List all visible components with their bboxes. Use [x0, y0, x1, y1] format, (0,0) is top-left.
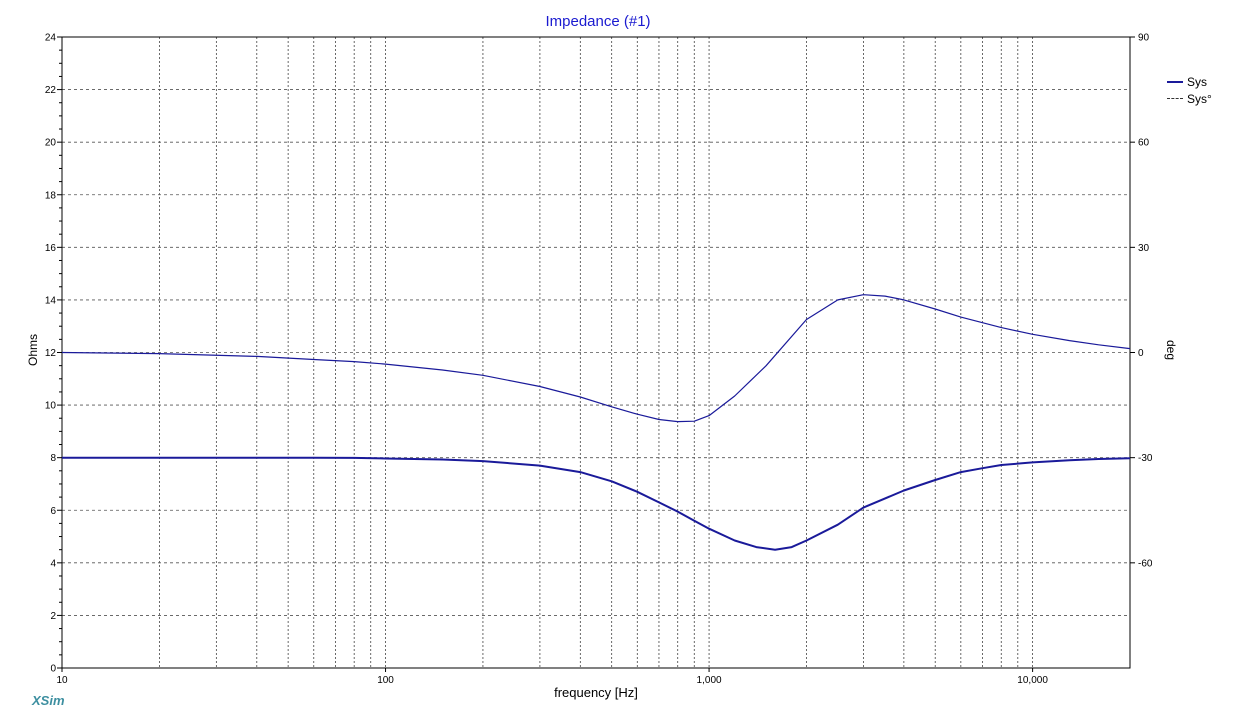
chart-title: Impedance (#1)	[545, 13, 651, 30]
y-tick-label: 4	[50, 558, 56, 569]
legend-item-sys-phase: Sys°	[1167, 90, 1212, 107]
plot-series	[61, 294, 1131, 551]
y-tick-label: 10	[45, 401, 57, 412]
y-tick-label: 8	[50, 453, 56, 464]
y-tick-label: 0	[50, 664, 56, 675]
y2-tick-label: 0	[1138, 348, 1144, 359]
y2-axis-label: deg	[1164, 339, 1178, 361]
legend-swatch-solid	[1167, 80, 1183, 83]
legend-swatch-dashed	[1167, 98, 1183, 99]
y2-tick-label: -60	[1138, 558, 1153, 569]
y-tick-label: 14	[45, 295, 57, 306]
grid-lines	[62, 37, 1130, 668]
legend-item-sys: Sys	[1167, 73, 1212, 90]
y-tick-label: 24	[45, 33, 57, 44]
y-tick-label: 6	[50, 506, 56, 517]
x-tick-label: 1,000	[697, 675, 722, 686]
x-tick-label: 100	[377, 675, 394, 686]
legend: Sys Sys°	[1167, 73, 1212, 107]
y2-tick-label: 30	[1138, 243, 1150, 254]
y-tick-label: 20	[45, 138, 57, 149]
series-line-sys-phase	[61, 294, 1131, 423]
y2-tick-label: 60	[1138, 138, 1150, 149]
y-tick-label: 16	[45, 243, 57, 254]
y-tick-label: 22	[45, 85, 57, 96]
series-line-sys	[62, 456, 1131, 551]
x-tick-label: 10,000	[1017, 675, 1048, 686]
x-axis-label: frequency [Hz]	[554, 685, 638, 700]
y-axis-label: Ohms	[26, 334, 40, 367]
xsim-logo: XSim	[32, 693, 65, 708]
y-tick-label: 12	[45, 348, 57, 359]
y-tick-label: 2	[50, 611, 56, 622]
y2-tick-label: -30	[1138, 453, 1153, 464]
x-tick-label: 10	[56, 675, 68, 686]
legend-label: Sys	[1187, 74, 1208, 89]
y-tick-label: 18	[45, 190, 57, 201]
axes	[57, 36, 1135, 672]
y2-tick-label: 90	[1138, 33, 1150, 44]
legend-label: Sys°	[1187, 91, 1212, 106]
